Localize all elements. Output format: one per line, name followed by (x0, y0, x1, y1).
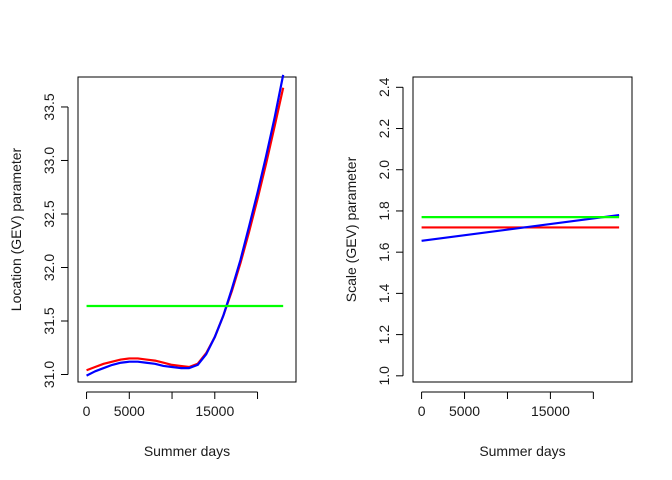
scale-x-tick-label: 5000 (449, 403, 480, 419)
location-y-tick-label: 31.0 (41, 361, 57, 388)
scale-y-tick-label: 1.2 (376, 325, 392, 345)
location-y-tick-label: 32.0 (41, 254, 57, 281)
location-x-tick-label: 5000 (114, 403, 145, 419)
location-x-axis-title: Summer days (144, 443, 230, 459)
scale-plot-frame (412, 76, 633, 383)
location-y-tick-label: 31.5 (41, 307, 57, 334)
location-plot-frame (77, 76, 297, 383)
location-y-axis-title: Location (GEV) parameter (8, 147, 24, 311)
scale-x-tick-label: 0 (418, 403, 426, 419)
location-x-tick-label: 0 (83, 403, 91, 419)
scale-y-tick-label: 1.6 (376, 242, 392, 262)
location-x-tick-label: 15000 (195, 403, 234, 419)
scale-y-axis-title: Scale (GEV) parameter (343, 156, 359, 302)
scale-x-axis-title: Summer days (479, 443, 565, 459)
location-y-tick-label: 32.5 (41, 200, 57, 227)
scale-y-tick-label: 2.2 (376, 119, 392, 139)
scale-y-tick-label: 2.0 (376, 160, 392, 180)
location-parameter-panel: 0 5000 15000 31.0 31.5 32.0 32.5 33.0 33.5 Summer… (8, 74, 297, 459)
location-y-tick-label: 33.5 (41, 93, 57, 120)
scale-parameter-panel: 0 5000 15000 1.0 1.2 1.4 1.6 1.8 2.0 2.2 2.4 Summer… (343, 76, 633, 459)
scale-y-tick-label: 1.4 (376, 283, 392, 303)
scale-y-tick-label: 1.0 (376, 366, 392, 386)
location-series-line-1 (86, 74, 285, 377)
scale-y-tick-label: 2.4 (376, 77, 392, 97)
scale-y-tick-label: 1.8 (376, 201, 392, 221)
scale-x-tick-label: 15000 (531, 403, 570, 419)
scale-series-line-1 (421, 213, 620, 242)
location-y-tick-label: 33.0 (41, 147, 57, 174)
location-series-line-0 (86, 87, 285, 372)
